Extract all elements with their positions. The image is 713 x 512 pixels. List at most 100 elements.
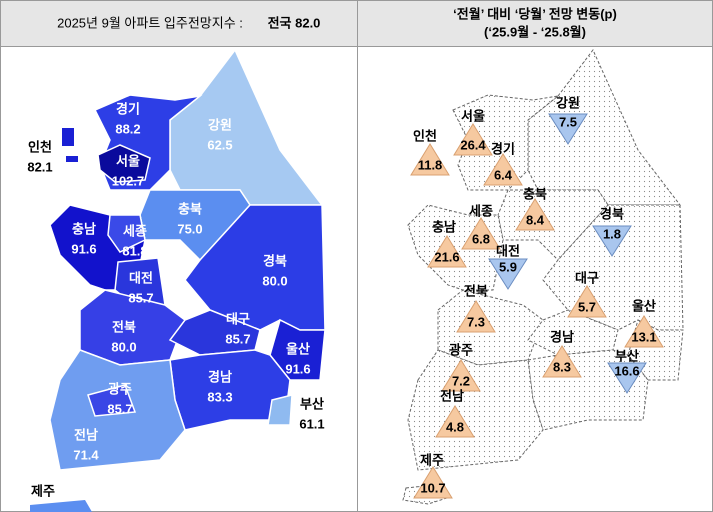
triangle-up [483,153,523,186]
region-value: 85.7 [128,290,153,305]
change-value: 7.3 [467,314,485,329]
region-name: 전남 [440,388,464,403]
change-value: 8.4 [526,212,545,227]
triangle-down [488,258,528,290]
region-name: 강원 [556,95,580,110]
region-incheon [62,128,74,146]
region-name: 인천 [28,139,52,154]
region-value: 82.1 [27,159,52,174]
triangle-up [515,198,555,231]
index-map [30,48,326,512]
change-value: 7.2 [452,373,470,388]
region-name: 제주 [31,483,55,498]
region-jeju [30,500,92,512]
region-name: 경북 [600,206,624,221]
region-name: 부산 [300,396,324,411]
change-labels: 서울 26.4 인천 11.8 강원 7.5 경기 6.4 충북 8.4 경북 1.8 세종 6.8 충남 2… [410,95,664,499]
region-chungbuk [139,189,251,262]
region-value: 88.2 [115,121,140,136]
change-value: 5.9 [499,259,517,274]
region-name: 전남 [74,427,98,442]
right-title: ‘전월’ 대비 ‘당월’ 전망 변동(p) [453,6,617,21]
region-name: 광주 [108,381,132,396]
region-name: 광주 [449,342,473,357]
region-name: 제주 [420,452,444,467]
region-value: 85.7 [225,331,250,346]
region-name: 세종 [469,203,493,218]
change-value: 5.7 [578,299,596,314]
region-value: 91.6 [71,241,96,256]
triangle-up [410,143,450,176]
triangle-up [413,466,453,499]
region-name: 경남 [550,329,574,344]
region-value: 61.1 [299,416,324,431]
region-name: 경기 [116,101,140,116]
region-value: 75.0 [177,221,202,236]
triangle-up [456,300,496,333]
region-name: 세종 [123,223,147,238]
region-value: 91.6 [285,361,310,376]
triangle-down [548,113,588,145]
left-title: 2025년 9월 아파트 입주전망지수 : [57,15,243,30]
region-sejong [107,214,146,253]
change-value: 11.8 [418,157,443,172]
region-name: 충북 [178,201,202,216]
right-subtitle: (‘25.9월 - ‘25.8월) [484,24,586,39]
region-value: 71.4 [73,447,99,462]
region-value: 80.0 [111,339,136,354]
region-name: 울산 [286,341,310,356]
change-value: 7.5 [559,114,577,129]
triangle-up [542,345,582,378]
region-gwangju [87,384,137,417]
triangle-up [441,359,481,392]
region-name: 대구 [575,270,599,285]
region-value: 80.0 [262,273,287,288]
change-value: 26.4 [460,137,486,152]
change-value: 16.6 [614,363,639,378]
region-name: 전북 [112,319,136,334]
region-name: 충남 [432,219,456,234]
region-busan [267,394,293,426]
region-name: 울산 [632,298,656,313]
triangle-up [624,315,664,348]
region-name: 대구 [226,311,250,326]
right-header [357,0,713,47]
triangle-up [453,123,493,156]
change-value: 1.8 [603,226,621,241]
change-value: 10.7 [420,480,445,495]
region-name: 부산 [615,348,639,363]
region-name: 전북 [464,283,488,298]
region-value: 85.7 [107,401,132,416]
triangle-up [461,217,501,250]
change-value: 8.3 [553,359,571,374]
region-incheon [66,156,78,162]
triangle-up [435,405,475,438]
region-name: 충북 [523,186,547,201]
region-name: 인천 [413,128,437,143]
change-value: 21.6 [434,249,459,264]
triangle-down [607,362,647,394]
change-value: 13.1 [631,329,656,344]
region-name: 충남 [72,221,96,236]
triangle-up [427,235,467,268]
index-labels: 경기 88.2 인천 82.1 서울 102.7 강원 62.5 충북 75.0 충남 91.6 세종 8… [27,101,324,498]
region-value: 102.7 [112,173,145,188]
left-header [0,0,358,47]
triangle-up [567,285,607,318]
region-name: 대전 [496,243,520,258]
region-name: 대전 [129,270,153,285]
region-name: 경기 [491,141,515,156]
region-seoul [97,144,151,183]
triangle-down [592,225,632,257]
region-name: 경남 [208,369,232,384]
change-value: 4.8 [446,419,464,434]
change-value: 6.4 [494,167,513,182]
region-name: 서울 [461,108,485,123]
region-value: 83.3 [207,389,232,404]
region-value: 81.8 [122,243,147,258]
change-value: 6.8 [472,231,490,246]
region-value: 62.5 [207,137,232,152]
left-national: 전국 82.0 [268,15,321,30]
region-name: 서울 [116,153,140,168]
